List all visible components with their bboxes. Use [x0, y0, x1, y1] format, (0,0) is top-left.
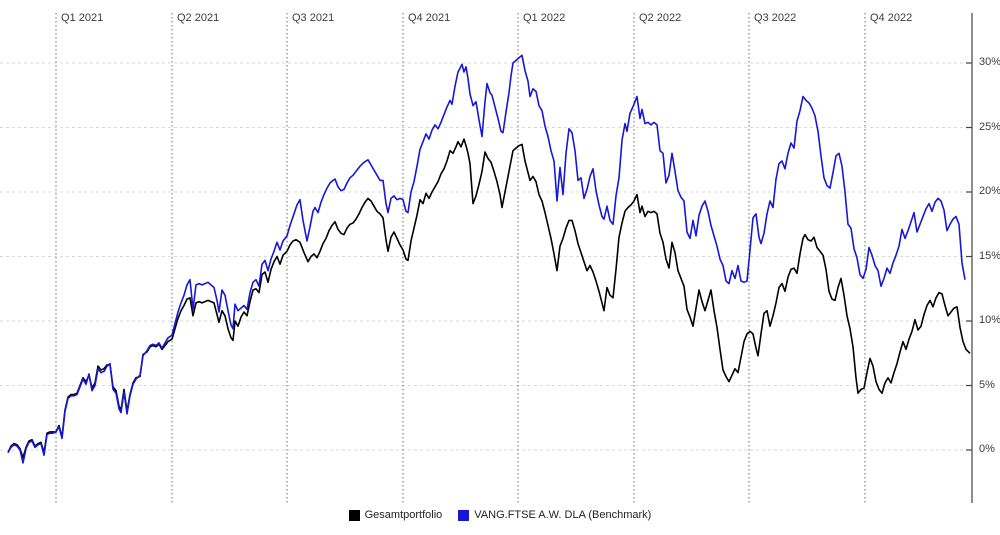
series-line-gesamtportfolio [7, 138, 971, 459]
legend-item: Gesamtportfolio [348, 509, 443, 521]
x-axis-label: Q3 2022 [754, 12, 797, 24]
y-axis-label: 0% [979, 443, 995, 455]
y-axis-label: 20% [979, 185, 1000, 197]
x-axis-label: Q3 2021 [292, 12, 335, 24]
x-axis-label: Q4 2022 [870, 12, 913, 24]
legend-swatch [348, 509, 360, 521]
legend-label: Gesamtportfolio [364, 509, 443, 521]
y-axis-label: 30% [979, 56, 1000, 68]
x-axis-label: Q4 2021 [408, 12, 451, 24]
y-axis-label: 5% [979, 378, 995, 391]
x-axis-label: Q2 2021 [177, 12, 220, 24]
legend-item: VANG.FTSE A.W. DLA (Benchmark) [458, 509, 651, 521]
x-axis-label: Q2 2022 [639, 12, 682, 24]
x-axis-label: Q1 2022 [523, 12, 566, 24]
y-axis-label: 10% [979, 314, 1000, 326]
chart-legend: Gesamtportfolio VANG.FTSE A.W. DLA (Bench… [0, 509, 1000, 521]
y-axis-label: 15% [979, 249, 1000, 262]
legend-label: VANG.FTSE A.W. DLA (Benchmark) [474, 509, 652, 521]
legend-swatch [458, 509, 470, 521]
series-line-vang-ftse-a-w-dla-benchmark- [7, 54, 966, 464]
x-axis-label: Q1 2021 [61, 12, 104, 24]
y-axis-label: 25% [979, 120, 1000, 133]
